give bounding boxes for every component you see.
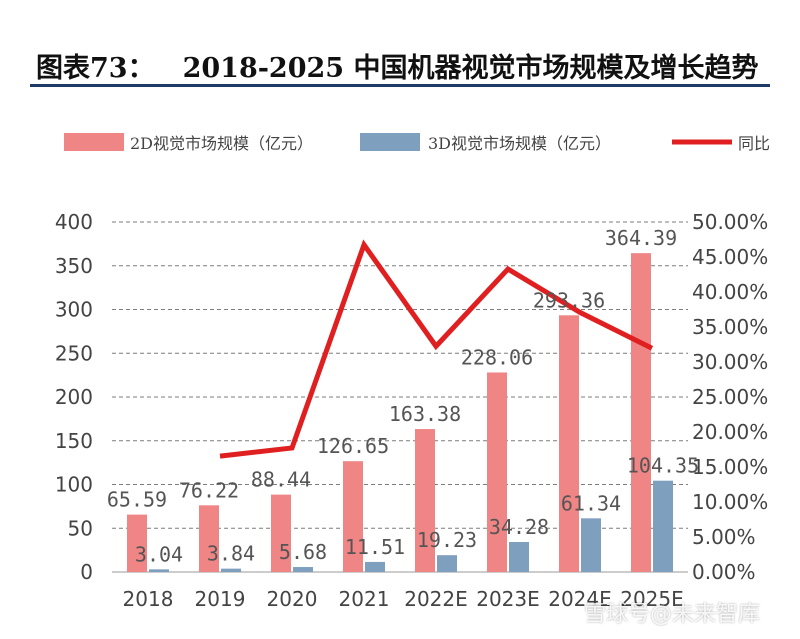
bar-2d xyxy=(631,253,651,572)
legend-label-3d: 3D视觉市场规模（亿元） xyxy=(428,134,611,153)
y-right-tick-label: 5.00% xyxy=(692,525,756,549)
y-right-tick-label: 40.00% xyxy=(692,280,768,304)
bar-3d-data-label: 3.84 xyxy=(207,542,255,566)
bar-3d xyxy=(437,555,457,572)
bar-3d xyxy=(365,561,385,572)
y-left-tick-label: 200 xyxy=(55,385,93,409)
y-right-tick-label: 30.00% xyxy=(692,350,768,374)
bar-2d xyxy=(199,505,219,572)
bar-3d xyxy=(581,518,601,572)
bar-2d-data-label: 228.06 xyxy=(461,345,533,369)
bar-2d-data-label: 76.22 xyxy=(179,478,239,502)
y-right-tick-label: 45.00% xyxy=(692,245,768,269)
bar-3d-data-label: 104.35 xyxy=(627,454,699,478)
bar-2d xyxy=(271,494,291,572)
legend-swatch-2d xyxy=(64,133,124,151)
x-tick-label: 2018 xyxy=(123,587,174,611)
bar-2d xyxy=(559,315,579,572)
bar-2d xyxy=(415,429,435,572)
bar-3d-data-label: 5.68 xyxy=(279,540,327,564)
y-left-tick-label: 100 xyxy=(55,473,93,497)
x-tick-label: 2023E xyxy=(476,587,540,611)
figure-title: 图表73： 2018-2025 中国机器视觉市场规模及增长趋势 xyxy=(36,46,758,85)
y-right-tick-label: 25.00% xyxy=(692,385,768,409)
bar-3d xyxy=(653,480,673,572)
y-right-tick-label: 10.00% xyxy=(692,490,768,514)
bar-2d-data-label: 88.44 xyxy=(251,468,311,492)
yoy-line xyxy=(219,239,654,459)
bar-3d-data-label: 11.51 xyxy=(345,535,405,559)
x-tick-label: 2021 xyxy=(339,587,390,611)
y-right-tick-label: 50.00% xyxy=(692,210,768,234)
bar-2d xyxy=(343,461,363,572)
bar-3d xyxy=(293,567,313,572)
y-right-tick-label: 15.00% xyxy=(692,455,768,479)
y-left-tick-label: 350 xyxy=(55,254,93,278)
x-tick-label: 2020 xyxy=(267,587,318,611)
y-left-tick-label: 0 xyxy=(80,560,93,584)
bar-2d-data-label: 65.59 xyxy=(107,488,167,512)
x-tick-label: 2019 xyxy=(195,587,246,611)
figure-label: 图表73： xyxy=(36,53,155,84)
y-right-tick-label: 35.00% xyxy=(692,315,768,339)
figure-title-bar: 图表73： 2018-2025 中国机器视觉市场规模及增长趋势 xyxy=(30,40,770,87)
bar-3d xyxy=(221,568,241,572)
bar-2d-data-label: 126.65 xyxy=(317,434,389,458)
legend-label-2d: 2D视觉市场规模（亿元） xyxy=(130,134,313,153)
bar-2d xyxy=(127,514,147,572)
y-left-tick-label: 150 xyxy=(55,429,93,453)
bar-2d xyxy=(487,372,507,572)
bar-3d-data-label: 34.28 xyxy=(489,515,549,539)
legend-swatch-3d xyxy=(360,133,420,151)
y-right-tick-label: 20.00% xyxy=(692,420,768,444)
bar-3d xyxy=(509,542,529,572)
x-tick-label: 2022E xyxy=(404,587,468,611)
figure-title-text: 2018-2025 中国机器视觉市场规模及增长趋势 xyxy=(182,53,759,84)
y-left-tick-label: 400 xyxy=(55,210,93,234)
bar-2d-data-label: 293.36 xyxy=(533,288,605,312)
x-tick-label: 2025E xyxy=(620,587,684,611)
bar-3d-data-label: 61.34 xyxy=(561,491,621,515)
x-tick-label: 2024E xyxy=(548,587,612,611)
bar-3d-data-label: 19.23 xyxy=(417,528,477,552)
y-left-tick-label: 50 xyxy=(68,516,93,540)
bar-3d-data-label: 3.04 xyxy=(135,542,183,566)
legend-label-yoy: 同比 xyxy=(738,134,770,153)
y-right-tick-label: 0.00% xyxy=(692,560,756,584)
bar-2d-data-label: 163.38 xyxy=(389,402,461,426)
watermark: 雪球号@未来智库 xyxy=(583,602,760,627)
y-left-tick-label: 250 xyxy=(55,341,93,365)
y-left-tick-label: 300 xyxy=(55,298,93,322)
bar-2d-data-label: 364.39 xyxy=(605,226,677,250)
bar-3d xyxy=(149,569,169,572)
